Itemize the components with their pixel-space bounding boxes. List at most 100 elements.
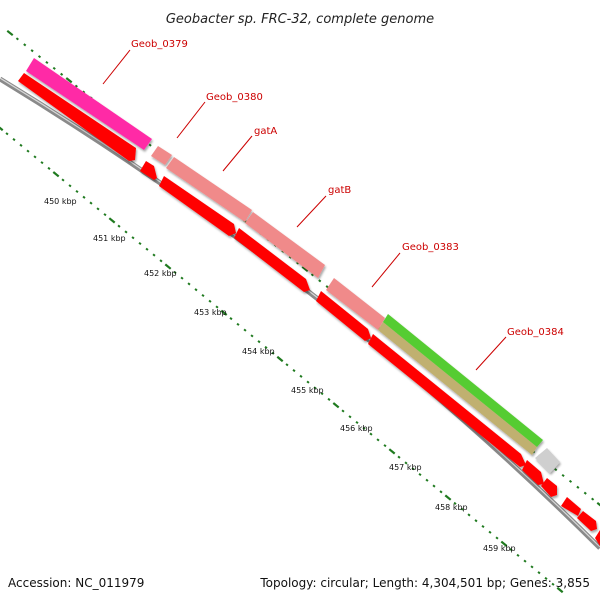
cds-arrow-next-3[interactable] [561, 497, 581, 516]
gene-bar-geob-0384[interactable] [383, 314, 543, 447]
cds-arrow-next-2[interactable] [541, 478, 557, 497]
inner-tick-ring [0, 126, 564, 594]
inner-tick-22 [152, 253, 156, 257]
outer-tick-39 [296, 261, 300, 265]
outer-tick-2 [23, 43, 27, 47]
cds-arrow-gatb[interactable] [234, 228, 310, 292]
inner-tick-25 [173, 270, 177, 274]
outer-tick-75 [561, 473, 565, 478]
gene-bar-geob-0383[interactable] [326, 278, 385, 330]
inner-tick-4 [26, 149, 30, 153]
inner-tick-10 [68, 184, 72, 188]
inner-tick-78 [544, 576, 548, 580]
inner-tick-43 [299, 374, 303, 378]
inner-tick-79 [551, 582, 555, 586]
gene-label-geob-0379[interactable]: Geob_0379 [131, 39, 188, 50]
tick-label-450: 450 kbp [44, 197, 77, 206]
inner-tick-32 [220, 309, 228, 316]
cds-arrow-geob-0380[interactable] [140, 161, 157, 180]
tick-label-451: 451 kbp [93, 234, 126, 243]
inner-tick-59 [411, 467, 415, 471]
inner-tick-57 [397, 455, 401, 459]
inner-tick-8 [52, 171, 60, 178]
outer-tick-3 [30, 49, 34, 53]
inner-tick-24 [164, 263, 172, 270]
accession-label: Accession: NC_011979 [8, 576, 145, 590]
inner-tick-72 [500, 540, 508, 547]
inner-tick-20 [138, 241, 142, 246]
gene-label-gatb[interactable]: gatB [328, 185, 351, 196]
inner-tick-3 [19, 143, 23, 147]
inner-tick-67 [467, 513, 471, 517]
outer-tick-7 [60, 72, 64, 76]
leader-gata [222, 135, 253, 172]
outer-tick-76 [568, 479, 573, 483]
gene-bar-geob-0380[interactable] [151, 146, 172, 165]
inner-tick-11 [75, 189, 79, 194]
inner-tick-52 [362, 426, 366, 430]
gene-label-geob-0384[interactable]: Geob_0384 [507, 327, 564, 338]
gene-bar-gata[interactable] [166, 157, 252, 222]
outer-tick-78 [583, 491, 587, 495]
inner-tick-14 [96, 207, 100, 211]
inner-tick-68 [474, 519, 478, 523]
inner-tick-45 [313, 386, 317, 390]
inner-tick-69 [481, 524, 485, 529]
outer-tick-10 [82, 90, 86, 94]
tick-label-458: 458 kbp [435, 503, 468, 512]
outer-tick-80 [596, 501, 600, 507]
inner-tick-29 [201, 293, 205, 298]
inner-tick-16 [108, 217, 116, 224]
tick-label-453: 453 kbp [194, 308, 227, 317]
outer-tick-9 [74, 84, 78, 88]
leader-geob-0380 [176, 101, 206, 139]
tick-labels: 450 kbp 451 kbp 452 kbp 453 kbp 454 kbp … [44, 197, 516, 553]
inner-tick-55 [383, 444, 387, 448]
inner-tick-33 [229, 317, 233, 321]
inner-tick-12 [82, 195, 86, 199]
gene-label-geob-0383[interactable]: Geob_0383 [402, 242, 459, 253]
inner-tick-2 [12, 138, 16, 142]
map-title: Geobacter sp. FRC-32, complete genome [166, 12, 434, 27]
inner-tick-34 [236, 322, 240, 326]
gene-label-geob-0380[interactable]: Geob_0380 [206, 92, 263, 103]
inner-tick-21 [145, 247, 149, 251]
inner-tick-44 [306, 380, 310, 384]
inner-tick-77 [537, 571, 541, 575]
tick-label-459: 459 kbp [483, 544, 516, 553]
inner-tick-31 [215, 305, 219, 309]
inner-tick-64 [444, 494, 452, 501]
inner-tick-51 [355, 420, 359, 425]
inner-tick-73 [509, 548, 513, 552]
gene-label-gata[interactable]: gatA [254, 126, 277, 137]
inner-tick-76 [530, 565, 534, 569]
inner-tick-26 [180, 276, 184, 280]
cds-arrow-geob-0383[interactable] [316, 291, 371, 341]
leader-geob-0379 [102, 49, 131, 85]
inner-tick-63 [439, 490, 443, 494]
gene-bar-gray[interactable] [535, 448, 560, 473]
inner-tick-13 [89, 201, 93, 205]
inner-tick-58 [404, 461, 408, 465]
cds-arrow-gata[interactable] [159, 176, 236, 236]
inner-tick-35 [243, 328, 247, 332]
inner-tick-15 [103, 213, 107, 217]
inner-tick-28 [194, 288, 198, 292]
cds-arrow-geob-0379[interactable] [18, 73, 136, 161]
outer-tick-42 [318, 279, 322, 283]
gene-bar-gatb[interactable] [245, 212, 325, 278]
inner-tick-66 [460, 507, 464, 511]
cds-arrow-next-4[interactable] [577, 511, 597, 531]
gene-bar-geob-0379[interactable] [26, 58, 152, 150]
inner-tick-53 [369, 432, 373, 436]
cds-arrow-geob-0384[interactable] [368, 334, 526, 467]
inner-tick-74 [516, 553, 520, 557]
inner-tick-71 [495, 536, 499, 540]
outer-tick-38 [288, 255, 292, 259]
cds-arrow-next-1[interactable] [522, 460, 544, 485]
cds-arrow-next-5[interactable] [595, 530, 600, 546]
outer-tick-19 [148, 143, 152, 147]
gene-bar-geob-0384-khaki[interactable] [378, 322, 537, 455]
inner-tick-27 [187, 282, 191, 286]
outer-tick-77 [576, 485, 580, 489]
